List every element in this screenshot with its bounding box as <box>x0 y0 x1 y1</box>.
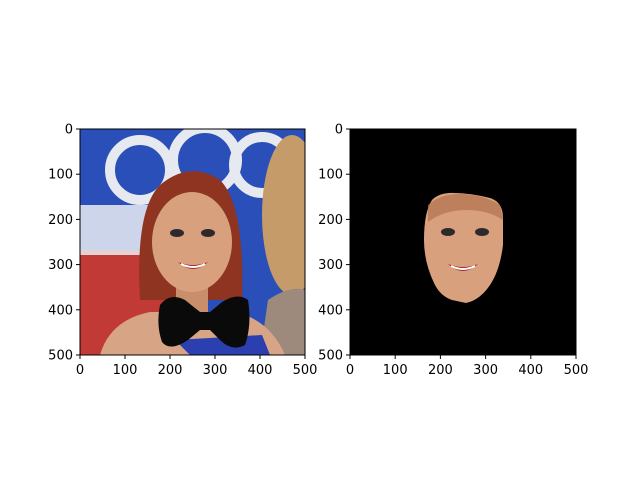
right-image-panel: 0 100 200 300 400 500 0 100 200 300 400 500 <box>318 123 588 379</box>
right-eye <box>201 229 215 237</box>
right-y-tick-label: 400 <box>318 303 343 318</box>
left-x-tick-label: 100 <box>113 363 138 378</box>
left-y-tick-label: 300 <box>48 258 73 273</box>
masked-forehead-shade <box>428 194 503 222</box>
right-y-ticks: 0 100 200 300 400 500 <box>318 123 350 364</box>
right-axes-frame <box>349 128 577 356</box>
left-x-tick-label: 0 <box>76 363 84 378</box>
right-y-tick-label: 200 <box>318 213 343 228</box>
left-x-tick-label: 300 <box>203 363 228 378</box>
right-x-tick-label: 400 <box>518 363 543 378</box>
masked-face <box>424 192 503 303</box>
masked-right-eye <box>475 228 489 236</box>
left-eye <box>170 229 184 237</box>
left-x-tick-label: 500 <box>293 363 318 378</box>
right-x-tick-label: 0 <box>346 363 354 378</box>
right-x-tick-label: 100 <box>383 363 408 378</box>
masked-teeth <box>450 265 476 270</box>
right-photo <box>350 129 576 355</box>
right-y-tick-label: 300 <box>318 258 343 273</box>
left-x-ticks: 0 100 200 300 400 500 <box>76 355 318 378</box>
left-y-tick-label: 500 <box>48 349 73 364</box>
left-y-tick-label: 100 <box>48 168 73 183</box>
left-y-tick-label: 200 <box>48 213 73 228</box>
left-y-ticks: 0 100 200 300 400 500 <box>48 123 80 364</box>
bowtie-overlay <box>158 296 250 348</box>
teeth <box>180 263 206 268</box>
left-x-tick-label: 200 <box>158 363 183 378</box>
blonde-hair <box>262 135 305 295</box>
face <box>152 192 232 292</box>
right-y-tick-label: 500 <box>318 349 343 364</box>
right-x-tick-label: 300 <box>473 363 498 378</box>
right-x-tick-label: 200 <box>428 363 453 378</box>
right-x-tick-label: 500 <box>564 363 589 378</box>
masked-mouth <box>448 264 478 271</box>
left-image-panel: 0 100 200 300 400 500 0 100 200 300 400 500 <box>48 123 318 379</box>
left-y-tick-label: 400 <box>48 303 73 318</box>
right-y-tick-label: 0 <box>335 123 343 138</box>
mouth <box>178 262 208 269</box>
right-x-ticks: 0 100 200 300 400 500 <box>346 355 589 378</box>
left-axes-frame <box>79 128 306 356</box>
right-y-tick-label: 100 <box>318 168 343 183</box>
masked-left-eye <box>441 228 455 236</box>
bowtie <box>158 296 250 348</box>
left-x-tick-label: 400 <box>248 363 273 378</box>
left-y-tick-label: 0 <box>65 123 73 138</box>
